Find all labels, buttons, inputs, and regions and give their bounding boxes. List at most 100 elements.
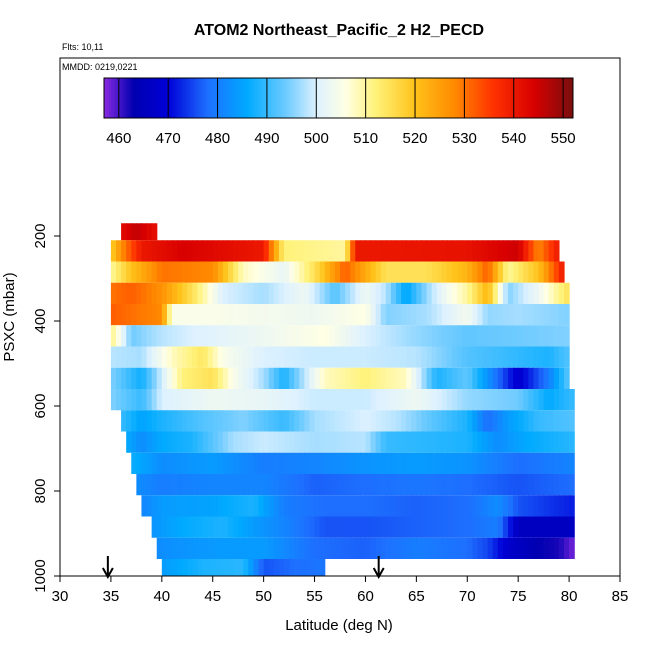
heatmap-cell bbox=[278, 495, 285, 517]
heatmap-cell bbox=[513, 410, 519, 432]
heatmap-cell bbox=[446, 495, 453, 517]
heatmap-cell bbox=[166, 240, 173, 262]
heatmap-cell bbox=[263, 367, 270, 389]
heatmap-cell bbox=[192, 452, 199, 474]
heatmap-cell bbox=[548, 367, 555, 389]
colorbar-segment bbox=[175, 78, 179, 118]
heatmap-cell bbox=[406, 304, 412, 326]
heatmap-cell bbox=[345, 261, 351, 283]
colorbar-segment bbox=[220, 78, 223, 118]
heatmap-cell bbox=[182, 304, 188, 326]
heatmap-cell bbox=[228, 431, 234, 453]
heatmap-cell bbox=[121, 389, 127, 411]
heatmap-cell bbox=[416, 410, 423, 432]
heatmap-cell bbox=[329, 325, 336, 347]
heatmap-cell bbox=[416, 474, 423, 496]
heatmap-cell bbox=[462, 346, 468, 368]
heatmap-cell bbox=[416, 495, 423, 517]
heatmap-cell bbox=[340, 410, 346, 432]
heatmap-cell bbox=[441, 367, 448, 389]
heatmap-cell bbox=[446, 346, 453, 368]
heatmap-cell bbox=[508, 282, 514, 304]
colorbar-segment bbox=[540, 78, 544, 118]
heatmap-cell bbox=[528, 389, 535, 411]
heatmap-cell bbox=[268, 474, 275, 496]
colorbar-segment bbox=[419, 78, 423, 118]
heatmap-cell bbox=[299, 474, 305, 496]
heatmap-cell bbox=[258, 537, 265, 559]
colorbar-segment bbox=[521, 78, 525, 118]
heatmap-cell bbox=[401, 282, 407, 304]
heatmap-cell bbox=[329, 304, 336, 326]
colorbar-segment bbox=[439, 78, 443, 118]
heatmap-cell bbox=[294, 304, 300, 326]
heatmap-cell bbox=[284, 240, 290, 262]
heatmap-cell bbox=[350, 346, 356, 368]
heatmap-cell bbox=[462, 304, 468, 326]
heatmap-cell bbox=[452, 261, 458, 283]
heatmap-cell bbox=[278, 304, 285, 326]
colorbar-segment bbox=[210, 78, 214, 118]
heatmap-cell bbox=[299, 261, 305, 283]
y-axis-label: PSXC (mbar) bbox=[1, 272, 18, 361]
colorbar-segment bbox=[249, 78, 253, 118]
heatmap-cell bbox=[238, 495, 244, 517]
heatmap-cell bbox=[268, 346, 275, 368]
heatmap-cell bbox=[207, 304, 214, 326]
heatmap-cell bbox=[543, 389, 550, 411]
heatmap-cell bbox=[273, 346, 280, 368]
colorbar-segment bbox=[294, 78, 298, 118]
heatmap-cell bbox=[426, 389, 433, 411]
heatmap-cell bbox=[457, 304, 463, 326]
heatmap-cell bbox=[202, 325, 209, 347]
chart-title: ATOM2 Northeast_Pacific_2 H2_PECD bbox=[194, 22, 484, 39]
heatmap-cell bbox=[401, 452, 407, 474]
heatmap-cell bbox=[187, 304, 193, 326]
heatmap-cell bbox=[299, 304, 305, 326]
colorbar-segment bbox=[538, 78, 542, 118]
colorbar-segment bbox=[380, 78, 384, 118]
heatmap-cell bbox=[110, 261, 117, 283]
heatmap-cell bbox=[406, 325, 412, 347]
heatmap-cell bbox=[457, 240, 463, 262]
heatmap-cell bbox=[411, 474, 417, 496]
heatmap-cell bbox=[156, 495, 163, 517]
heatmap-cell bbox=[248, 346, 255, 368]
heatmap-cell bbox=[228, 410, 234, 432]
heatmap-cell bbox=[355, 410, 361, 432]
heatmap-cell bbox=[284, 559, 290, 576]
heatmap-cell bbox=[543, 452, 550, 474]
heatmap-cell bbox=[172, 389, 178, 411]
heatmap-cell bbox=[161, 452, 168, 474]
heatmap-cell bbox=[508, 346, 514, 368]
heatmap-cell bbox=[569, 389, 575, 411]
heatmap-cell bbox=[161, 559, 168, 576]
heatmap-cell bbox=[452, 537, 458, 559]
heatmap-cell bbox=[548, 346, 555, 368]
colorbar-segment bbox=[113, 78, 117, 118]
heatmap-cell bbox=[446, 474, 453, 496]
colorbar-segment bbox=[180, 78, 184, 118]
heatmap-cell bbox=[558, 516, 565, 538]
heatmap-cell bbox=[182, 452, 188, 474]
heatmap-cell bbox=[365, 261, 372, 283]
heatmap-cell bbox=[482, 240, 489, 262]
heatmap-cell bbox=[334, 261, 341, 283]
heatmap-cell bbox=[513, 240, 519, 262]
heatmap-cell bbox=[396, 452, 402, 474]
colorbar-segment bbox=[402, 78, 406, 118]
heatmap-cell bbox=[284, 367, 290, 389]
heatmap-cell bbox=[197, 452, 204, 474]
heatmap-cell bbox=[197, 474, 204, 496]
heatmap-cell bbox=[518, 304, 524, 326]
heatmap-cell bbox=[467, 474, 473, 496]
colorbar-segment bbox=[503, 78, 507, 118]
heatmap-cell bbox=[375, 410, 382, 432]
heatmap-cell bbox=[284, 537, 290, 559]
heatmap-cell bbox=[228, 474, 234, 496]
heatmap-cell bbox=[375, 452, 382, 474]
heatmap-cell bbox=[177, 410, 183, 432]
heatmap-cell bbox=[151, 431, 158, 453]
heatmap-cell bbox=[345, 240, 351, 262]
colorbar-segment bbox=[170, 78, 174, 118]
